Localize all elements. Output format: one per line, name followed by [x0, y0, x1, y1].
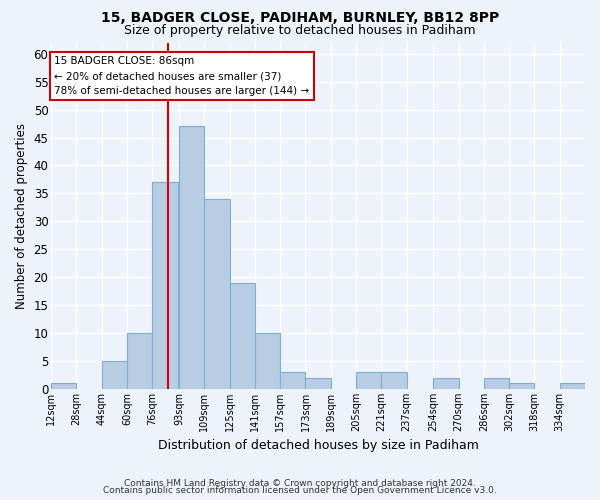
Text: Contains HM Land Registry data © Crown copyright and database right 2024.: Contains HM Land Registry data © Crown c…	[124, 478, 476, 488]
Bar	[509, 384, 535, 389]
Bar	[230, 283, 255, 389]
Bar	[356, 372, 381, 389]
Bar	[51, 384, 76, 389]
Y-axis label: Number of detached properties: Number of detached properties	[15, 123, 28, 309]
Text: Size of property relative to detached houses in Padiham: Size of property relative to detached ho…	[124, 24, 476, 37]
Bar	[433, 378, 458, 389]
Bar	[484, 378, 509, 389]
Text: Contains public sector information licensed under the Open Government Licence v3: Contains public sector information licen…	[103, 486, 497, 495]
Bar	[305, 378, 331, 389]
Bar	[179, 126, 205, 389]
Bar	[560, 384, 585, 389]
Bar	[152, 182, 178, 389]
Bar	[127, 333, 152, 389]
X-axis label: Distribution of detached houses by size in Padiham: Distribution of detached houses by size …	[158, 440, 479, 452]
Bar	[205, 199, 230, 389]
Text: 15 BADGER CLOSE: 86sqm
← 20% of detached houses are smaller (37)
78% of semi-det: 15 BADGER CLOSE: 86sqm ← 20% of detached…	[55, 56, 310, 96]
Bar	[280, 372, 305, 389]
Bar	[255, 333, 280, 389]
Bar	[381, 372, 407, 389]
Bar	[102, 361, 127, 389]
Text: 15, BADGER CLOSE, PADIHAM, BURNLEY, BB12 8PP: 15, BADGER CLOSE, PADIHAM, BURNLEY, BB12…	[101, 11, 499, 25]
